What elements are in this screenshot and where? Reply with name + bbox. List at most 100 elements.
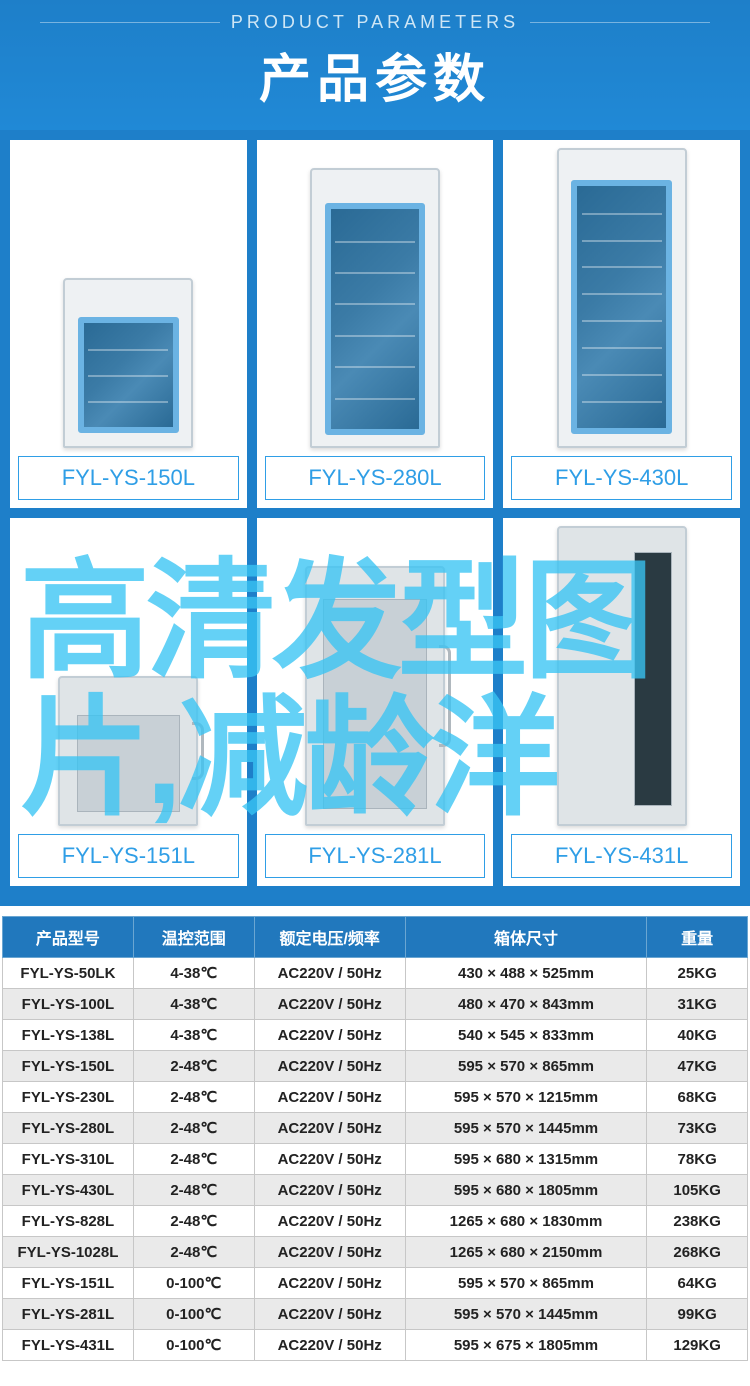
product-image-slot [18,148,239,456]
table-header-cell: 温控范围 [133,917,254,958]
table-cell: 105KG [647,1175,748,1206]
product-image [63,278,193,448]
product-label: FYL-YS-430L [511,456,732,500]
table-row: FYL-YS-138L4-38℃AC220V / 50Hz540 × 545 ×… [3,1020,748,1051]
table-cell: 1265 × 680 × 2150mm [405,1237,647,1268]
table-cell: AC220V / 50Hz [254,1268,405,1299]
table-cell: 4-38℃ [133,1020,254,1051]
table-cell: AC220V / 50Hz [254,1175,405,1206]
table-header-cell: 额定电压/频率 [254,917,405,958]
table-cell: FYL-YS-281L [3,1299,134,1330]
table-cell: 31KG [647,989,748,1020]
table-row: FYL-YS-310L2-48℃AC220V / 50Hz595 × 680 ×… [3,1144,748,1175]
table-cell: 1265 × 680 × 1830mm [405,1206,647,1237]
product-image-slot [265,148,486,456]
table-row: FYL-YS-281L0-100℃AC220V / 50Hz595 × 570 … [3,1299,748,1330]
table-cell: 595 × 570 × 865mm [405,1051,647,1082]
table-cell: 78KG [647,1144,748,1175]
table-cell: 595 × 675 × 1805mm [405,1330,647,1361]
spec-table: 产品型号温控范围额定电压/频率箱体尺寸重量 FYL-YS-50LK4-38℃AC… [2,916,748,1361]
table-cell: AC220V / 50Hz [254,958,405,989]
table-cell: FYL-YS-430L [3,1175,134,1206]
table-row: FYL-YS-828L2-48℃AC220V / 50Hz1265 × 680 … [3,1206,748,1237]
product-card: FYL-YS-280L [257,140,494,508]
table-cell: AC220V / 50Hz [254,1082,405,1113]
table-cell: AC220V / 50Hz [254,1144,405,1175]
table-cell: FYL-YS-100L [3,989,134,1020]
table-cell: AC220V / 50Hz [254,1020,405,1051]
product-card: FYL-YS-430L [503,140,740,508]
product-image [310,168,440,448]
table-cell: 595 × 570 × 865mm [405,1268,647,1299]
table-cell: FYL-YS-310L [3,1144,134,1175]
table-row: FYL-YS-430L2-48℃AC220V / 50Hz595 × 680 ×… [3,1175,748,1206]
table-cell: FYL-YS-280L [3,1113,134,1144]
table-cell: 2-48℃ [133,1113,254,1144]
table-cell: 2-48℃ [133,1175,254,1206]
product-label: FYL-YS-280L [265,456,486,500]
table-row: FYL-YS-280L2-48℃AC220V / 50Hz595 × 570 ×… [3,1113,748,1144]
table-header-cell: 产品型号 [3,917,134,958]
table-cell: 64KG [647,1268,748,1299]
table-header-cell: 箱体尺寸 [405,917,647,958]
product-image-slot [265,526,486,834]
table-row: FYL-YS-151L0-100℃AC220V / 50Hz595 × 570 … [3,1268,748,1299]
product-card: FYL-YS-431L [503,518,740,886]
table-cell: 99KG [647,1299,748,1330]
table-cell: AC220V / 50Hz [254,1299,405,1330]
table-header-row: 产品型号温控范围额定电压/频率箱体尺寸重量 [3,917,748,958]
table-cell: 595 × 570 × 1445mm [405,1113,647,1144]
table-cell: AC220V / 50Hz [254,1237,405,1268]
table-row: FYL-YS-150L2-48℃AC220V / 50Hz595 × 570 ×… [3,1051,748,1082]
table-cell: 4-38℃ [133,989,254,1020]
product-image [557,526,687,826]
product-grid-row: FYL-YS-151L FYL-YS-281L FYL-YS-431L [10,518,740,886]
product-label: FYL-YS-151L [18,834,239,878]
table-cell: 2-48℃ [133,1051,254,1082]
table-cell: FYL-YS-1028L [3,1237,134,1268]
table-cell: 480 × 470 × 843mm [405,989,647,1020]
table-cell: 430 × 488 × 525mm [405,958,647,989]
table-cell: FYL-YS-151L [3,1268,134,1299]
table-cell: FYL-YS-431L [3,1330,134,1361]
table-cell: AC220V / 50Hz [254,1113,405,1144]
product-card: FYL-YS-151L [10,518,247,886]
table-cell: 2-48℃ [133,1144,254,1175]
product-card: FYL-YS-281L [257,518,494,886]
table-cell: 595 × 570 × 1445mm [405,1299,647,1330]
product-image [305,566,445,826]
table-cell: 4-38℃ [133,958,254,989]
table-cell: 40KG [647,1020,748,1051]
table-cell: AC220V / 50Hz [254,989,405,1020]
table-cell: 540 × 545 × 833mm [405,1020,647,1051]
table-row: FYL-YS-431L0-100℃AC220V / 50Hz595 × 675 … [3,1330,748,1361]
table-cell: 268KG [647,1237,748,1268]
product-label: FYL-YS-431L [511,834,732,878]
table-body: FYL-YS-50LK4-38℃AC220V / 50Hz430 × 488 ×… [3,958,748,1361]
spec-table-container: 产品型号温控范围额定电压/频率箱体尺寸重量 FYL-YS-50LK4-38℃AC… [0,906,750,1371]
table-cell: 0-100℃ [133,1299,254,1330]
table-cell: 25KG [647,958,748,989]
table-cell: 129KG [647,1330,748,1361]
table-cell: FYL-YS-230L [3,1082,134,1113]
table-cell: AC220V / 50Hz [254,1051,405,1082]
product-image [58,676,198,826]
table-cell: 0-100℃ [133,1330,254,1361]
table-cell: FYL-YS-50LK [3,958,134,989]
table-cell: AC220V / 50Hz [254,1330,405,1361]
table-cell: 2-48℃ [133,1237,254,1268]
table-cell: FYL-YS-828L [3,1206,134,1237]
product-grid-row: FYL-YS-150LFYL-YS-280LFYL-YS-430L [10,140,740,508]
header-banner: PRODUCT PARAMETERS 产品参数 [0,0,750,130]
product-grid: FYL-YS-150LFYL-YS-280LFYL-YS-430L FYL-YS… [0,130,750,906]
table-cell: 2-48℃ [133,1206,254,1237]
header-decor-line [530,22,710,23]
table-cell: 0-100℃ [133,1268,254,1299]
table-cell: 68KG [647,1082,748,1113]
table-cell: 595 × 680 × 1805mm [405,1175,647,1206]
table-row: FYL-YS-100L4-38℃AC220V / 50Hz480 × 470 ×… [3,989,748,1020]
table-cell: 238KG [647,1206,748,1237]
header-title: 产品参数 [0,37,750,112]
table-cell: FYL-YS-138L [3,1020,134,1051]
table-cell: 47KG [647,1051,748,1082]
